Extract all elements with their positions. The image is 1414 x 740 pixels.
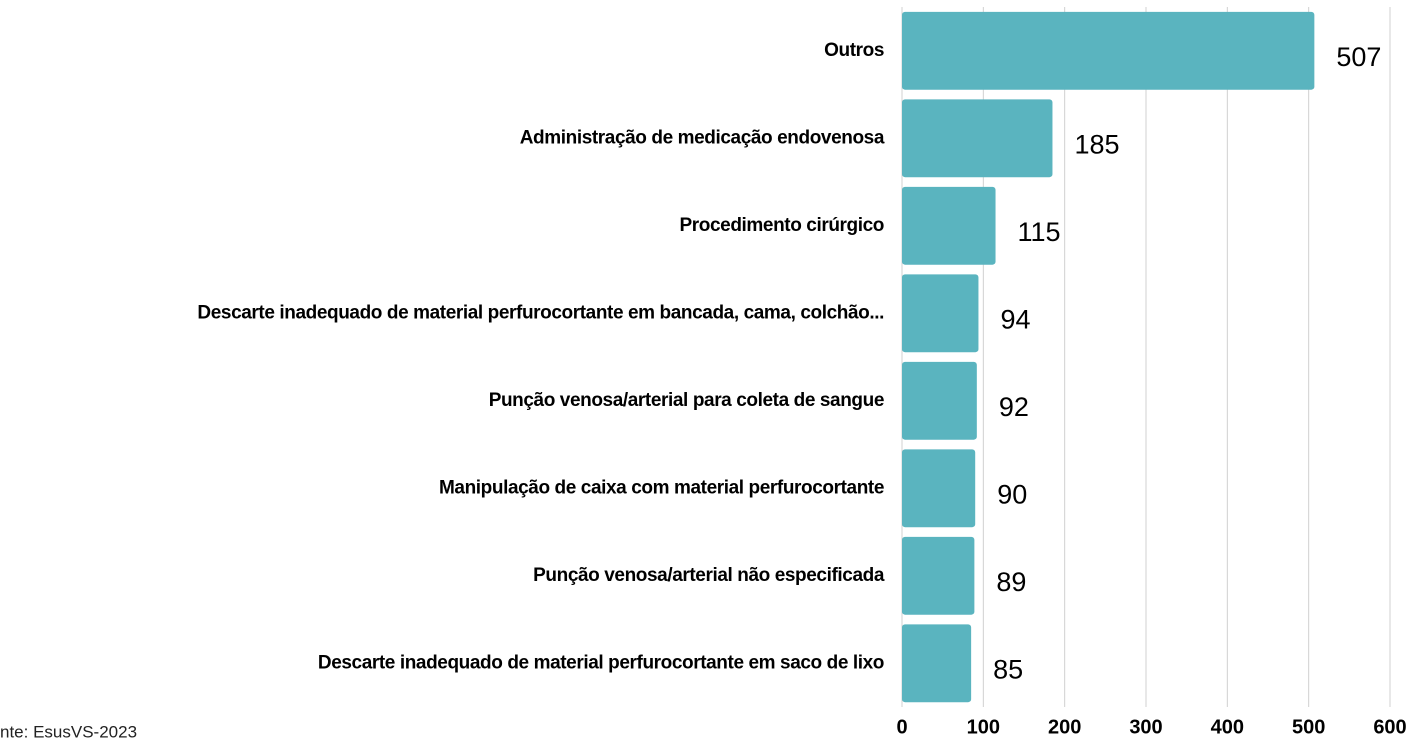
x-tick-label: 500 xyxy=(1292,716,1325,738)
y-tick-label: Punção venosa/arterial para coleta de sa… xyxy=(489,390,884,411)
value-label: 85 xyxy=(993,654,1023,684)
y-tick-label: Punção venosa/arterial não especificada xyxy=(533,565,885,586)
x-tick-label: 100 xyxy=(967,716,1000,738)
bar xyxy=(902,99,1053,178)
x-tick-label: 400 xyxy=(1211,716,1244,738)
x-tick-label: 600 xyxy=(1373,716,1406,738)
value-label: 507 xyxy=(1336,42,1381,72)
value-label: 92 xyxy=(999,392,1029,422)
y-tick-label: Descarte inadequado de material perfuroc… xyxy=(318,652,884,673)
y-tick-label: Administração de medicação endovenosa xyxy=(520,127,885,148)
bar xyxy=(902,624,972,703)
value-label: 89 xyxy=(996,567,1026,597)
value-label: 90 xyxy=(997,479,1027,509)
value-label: 94 xyxy=(1000,304,1030,334)
y-tick-label: Outros xyxy=(824,40,884,61)
bar xyxy=(902,361,977,440)
y-tick-label: Procedimento cirúrgico xyxy=(680,215,884,236)
bar xyxy=(902,274,979,353)
source-note: nte: EsusVS-2023 xyxy=(0,722,137,740)
bar xyxy=(902,536,975,615)
x-tick-label: 200 xyxy=(1048,716,1081,738)
bar xyxy=(902,186,996,265)
y-tick-label: Descarte inadequado de material perfuroc… xyxy=(197,302,884,323)
bar xyxy=(902,449,976,528)
value-label: 185 xyxy=(1074,129,1119,159)
x-tick-label: 300 xyxy=(1129,716,1162,738)
x-tick-label: 0 xyxy=(896,716,907,738)
y-tick-label: Manipulação de caixa com material perfur… xyxy=(439,477,884,498)
value-label: 115 xyxy=(1018,217,1061,247)
bar xyxy=(902,11,1315,90)
